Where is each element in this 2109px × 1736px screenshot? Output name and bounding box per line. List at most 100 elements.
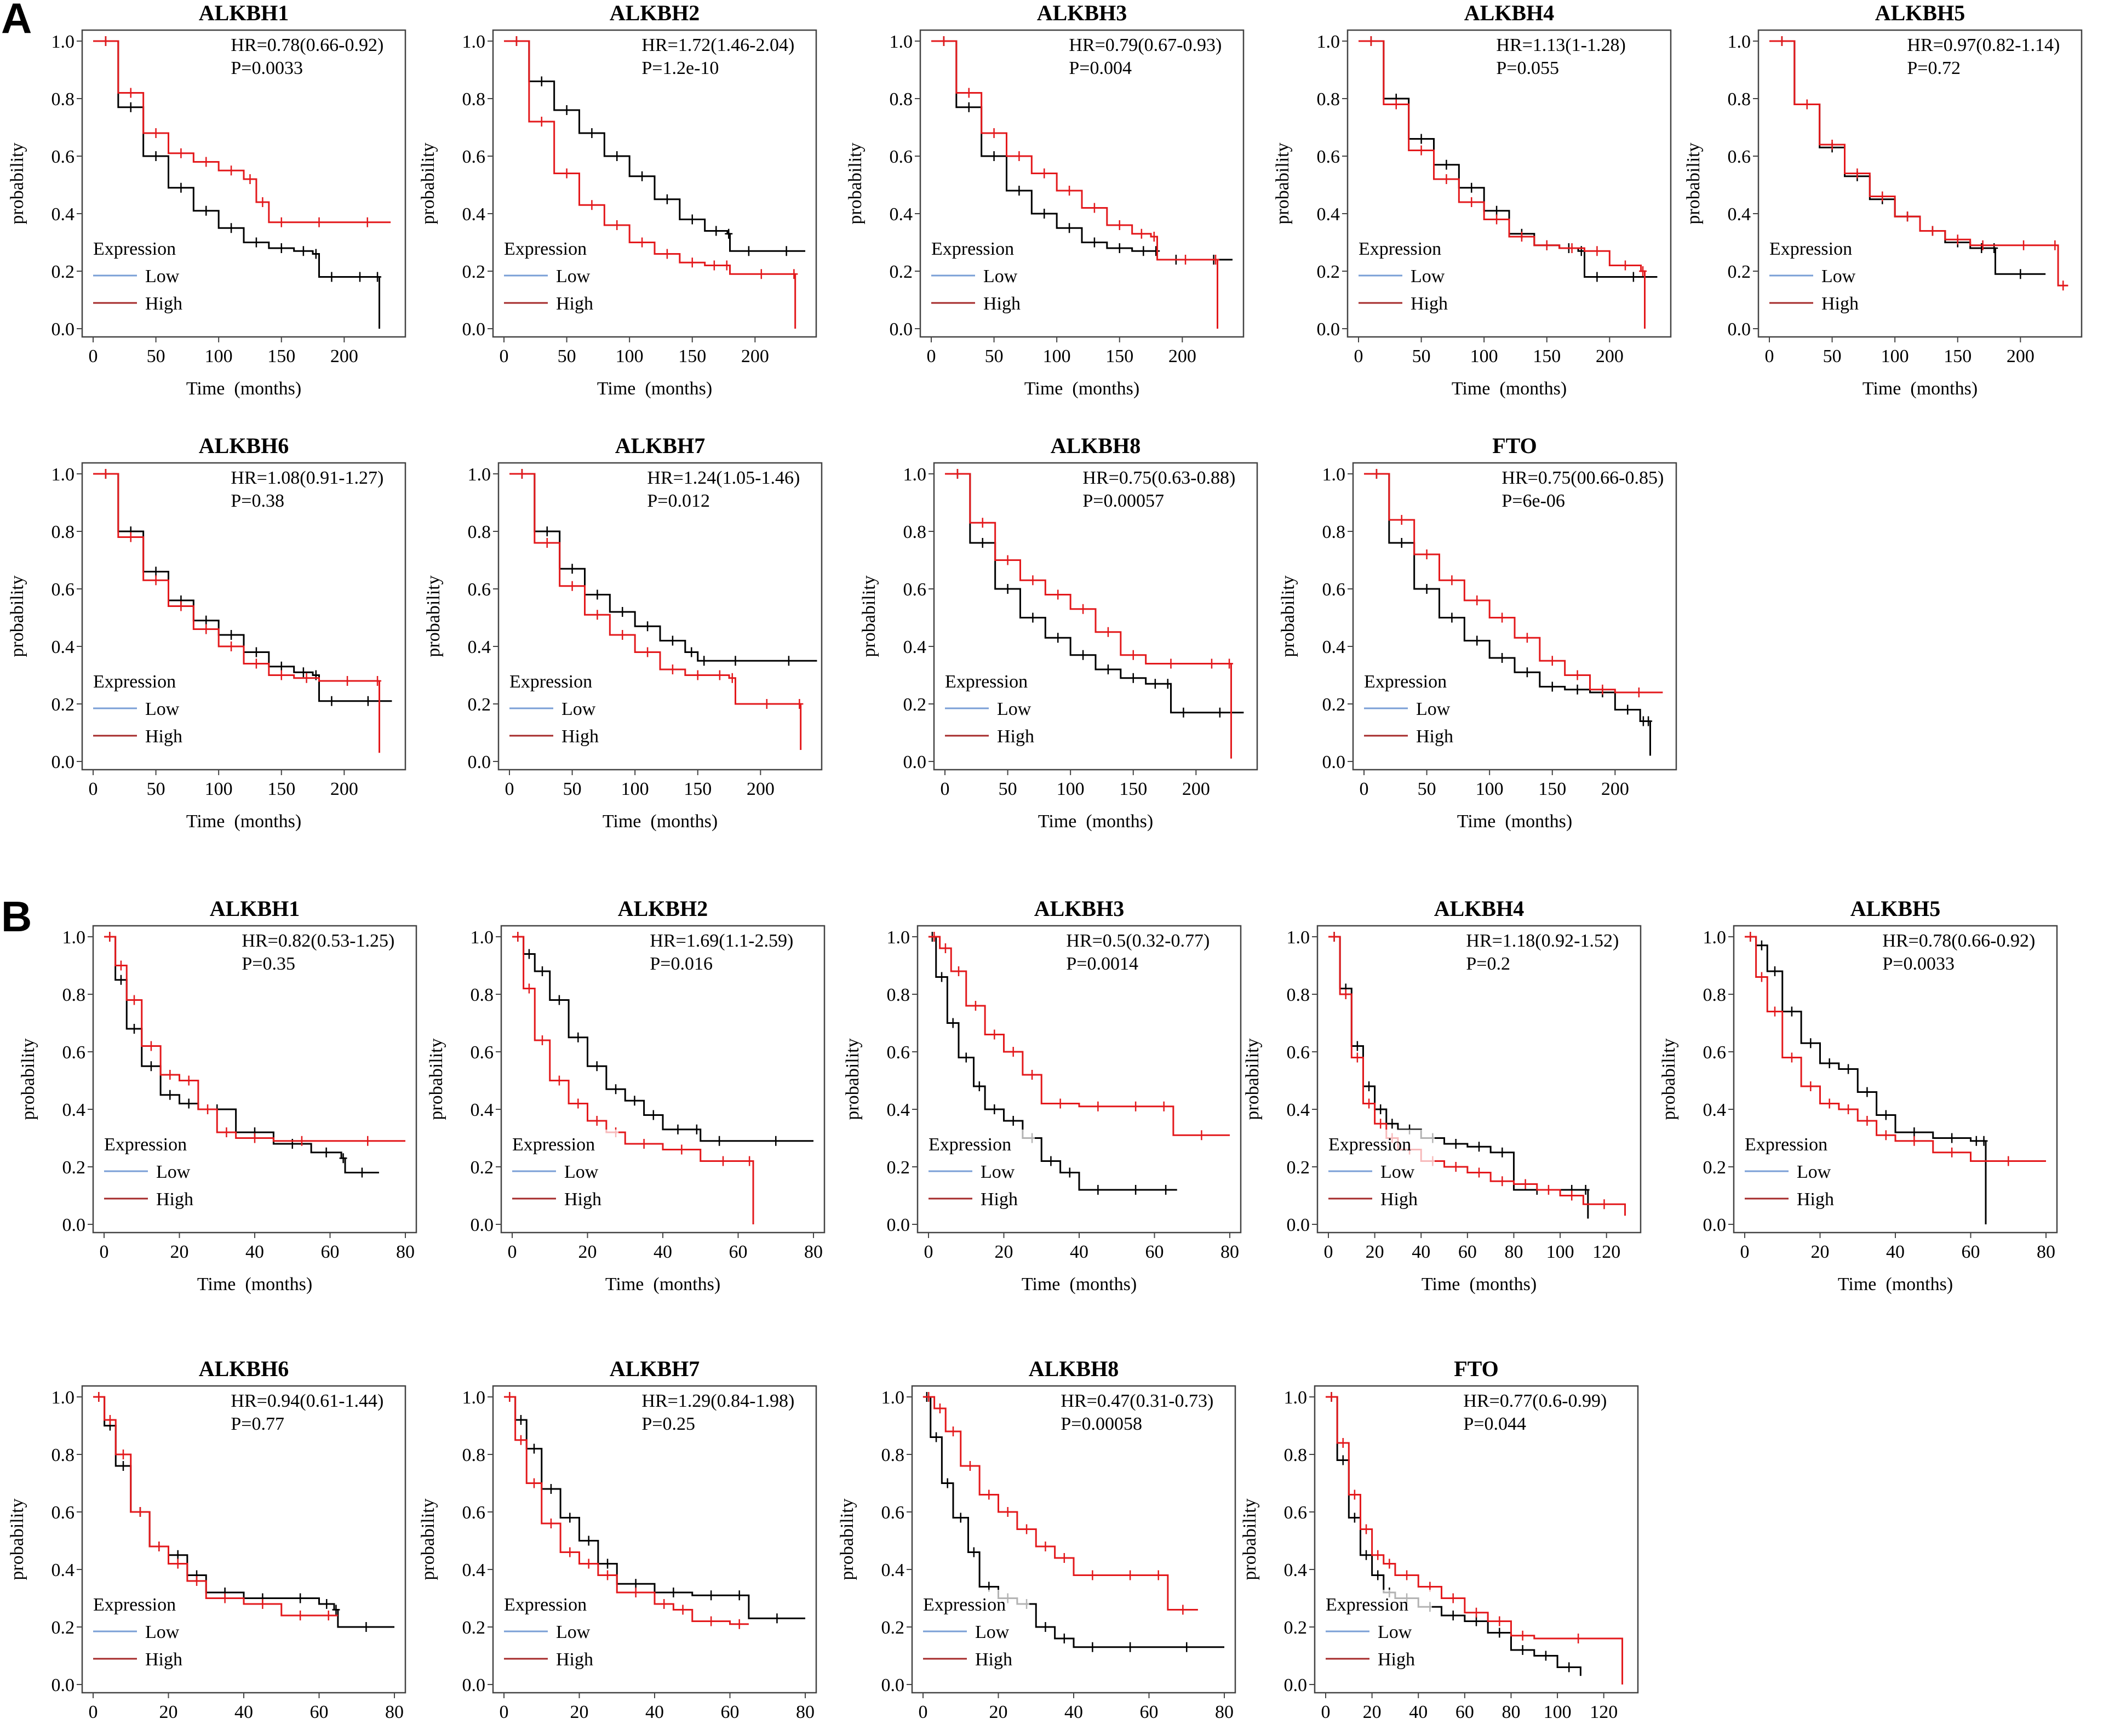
y-axis-label: probability (1659, 1038, 1679, 1120)
x-tick-label: 20 (989, 1702, 1008, 1722)
plot-frame (492, 29, 817, 338)
legend-backdrop (501, 1590, 610, 1687)
legend-title: Expression (923, 1595, 1006, 1615)
x-tick-label: 50 (558, 346, 576, 366)
plot-frame (919, 29, 1245, 338)
chart-title: ALKBH6 (199, 433, 289, 458)
legend-label-low: Low (975, 1622, 1010, 1642)
x-tick-label: 80 (396, 1242, 415, 1262)
p-value: P=0.0033 (1882, 954, 1955, 974)
x-tick-label: 20 (1811, 1242, 1830, 1262)
hazard-ratio: HR=1.29(0.84-1.98) (641, 1391, 794, 1411)
km-curve-high (93, 40, 391, 224)
y-tick-label: 1.0 (1728, 32, 1751, 52)
legend-title: Expression (504, 1595, 587, 1615)
plot-frame (1316, 925, 1642, 1234)
y-tick-label: 0.0 (887, 1215, 910, 1235)
y-tick-label: 1.0 (890, 32, 913, 52)
y-axis-label: probability (423, 575, 444, 657)
x-axis-label: Time (months) (1022, 1274, 1137, 1294)
km-chart-a-fto: FTO 0.0 0.2 0.4 0.6 0.8 1.0 0 50 100 150 200 Time (m… (1278, 433, 1677, 832)
x-tick-label: 50 (1823, 346, 1842, 366)
y-axis-label: probability (1242, 1038, 1263, 1120)
y-tick-label: 0.0 (1703, 1215, 1727, 1235)
x-tick-label: 50 (147, 346, 165, 366)
y-axis-label: probability (418, 1498, 438, 1580)
y-tick-label: 0.2 (887, 1158, 910, 1178)
x-tick-label: 0 (927, 346, 936, 366)
hazard-ratio: HR=0.77(0.6-0.99) (1463, 1391, 1607, 1411)
km-curve-high (923, 1396, 1198, 1611)
km-chart-b-alkbh4: ALKBH4 0.0 0.2 0.4 0.6 0.8 1.0 0 20 40 60 80 100 120 T… (1242, 896, 1642, 1294)
legend-backdrop (1741, 1130, 1851, 1227)
y-tick-label: 0.8 (903, 522, 927, 542)
legend-label-low: Low (556, 266, 591, 287)
y-tick-label: 1.0 (462, 32, 486, 52)
x-axis-label: Time (months) (1457, 811, 1572, 832)
km-curve-high (1745, 936, 2046, 1162)
p-value: P=0.012 (647, 491, 710, 511)
y-axis-label: probability (845, 142, 866, 224)
x-tick-label: 100 (1881, 346, 1909, 366)
chart-title: ALKBH2 (618, 896, 708, 921)
x-tick-label: 0 (1360, 779, 1369, 799)
legend-title: Expression (1769, 239, 1852, 259)
x-tick-label: 40 (645, 1702, 664, 1722)
x-tick-label: 60 (1140, 1702, 1159, 1722)
legend-backdrop (925, 1130, 1035, 1227)
legend-label-low: Low (564, 1162, 599, 1182)
y-tick-label: 0.0 (1322, 752, 1346, 772)
x-tick-label: 40 (1070, 1242, 1088, 1262)
plot-frame (1346, 29, 1672, 338)
y-tick-label: 0.2 (1728, 262, 1751, 282)
x-tick-label: 200 (747, 779, 775, 799)
km-curve-high (1359, 40, 1646, 329)
x-tick-label: 200 (1601, 779, 1629, 799)
x-tick-label: 60 (1145, 1242, 1164, 1262)
legend-backdrop (920, 1590, 1029, 1687)
legend-backdrop (90, 1590, 199, 1687)
km-chart-a-alkbh4: ALKBH4 0.0 0.2 0.4 0.6 0.8 1.0 0 50 100 150 200 Time… (1273, 1, 1672, 399)
legend-label-high: High (556, 294, 593, 314)
y-tick-label: 1.0 (1284, 1388, 1308, 1408)
y-tick-label: 0.2 (468, 695, 491, 715)
x-axis-label: Time (months) (1422, 1274, 1537, 1294)
x-axis-label: Time (months) (597, 379, 712, 399)
x-axis-label: Time (months) (1419, 1734, 1534, 1736)
y-tick-label: 0.6 (1703, 1042, 1727, 1063)
x-tick-label: 20 (578, 1242, 597, 1262)
y-axis-label: probability (1273, 142, 1293, 224)
y-tick-label: 0.0 (1287, 1215, 1310, 1235)
y-tick-label: 1.0 (1317, 32, 1340, 52)
y-tick-label: 0.0 (890, 319, 913, 340)
hazard-ratio: HR=1.18(0.92-1.52) (1466, 931, 1619, 951)
x-tick-label: 100 (1043, 346, 1071, 366)
legend-backdrop (1355, 234, 1465, 331)
x-tick-label: 0 (941, 779, 950, 799)
y-tick-label: 0.6 (468, 580, 491, 600)
x-tick-label: 20 (1363, 1702, 1382, 1722)
y-tick-label: 0.0 (51, 1675, 75, 1695)
y-tick-label: 0.2 (1322, 695, 1346, 715)
y-tick-label: 0.8 (462, 1445, 486, 1465)
x-tick-label: 40 (1412, 1242, 1430, 1262)
x-tick-label: 150 (1533, 346, 1561, 366)
x-tick-label: 40 (654, 1242, 672, 1262)
y-tick-label: 0.2 (462, 262, 486, 282)
km-curve-high (509, 473, 802, 750)
x-tick-label: 150 (1105, 346, 1133, 366)
legend-title: Expression (512, 1135, 595, 1155)
p-value: P=0.2 (1466, 954, 1510, 974)
y-tick-label: 0.8 (62, 985, 86, 1005)
legend-label-low: Low (1821, 266, 1856, 287)
y-tick-label: 0.0 (462, 319, 486, 340)
x-tick-label: 20 (159, 1702, 178, 1722)
y-tick-label: 0.0 (1728, 319, 1751, 340)
legend-label-low: Low (1797, 1162, 1831, 1182)
y-tick-label: 0.2 (462, 1618, 486, 1638)
y-axis-label: probability (418, 142, 438, 224)
y-tick-label: 0.4 (462, 204, 486, 225)
x-tick-label: 150 (678, 346, 706, 366)
chart-title: ALKBH8 (1051, 433, 1141, 458)
